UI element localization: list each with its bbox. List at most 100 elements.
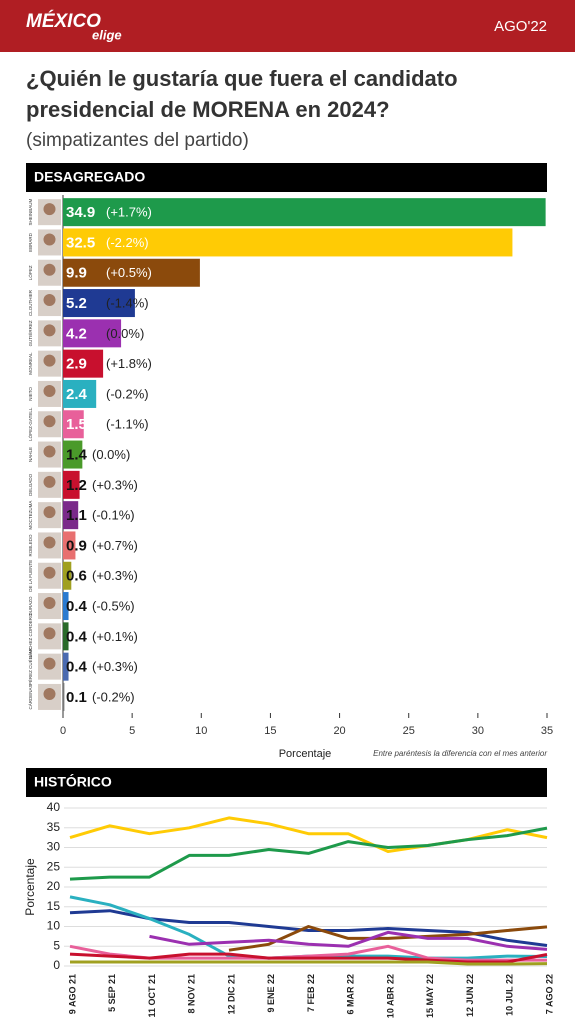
name-label: NIETO (28, 387, 33, 401)
bar (63, 501, 79, 530)
series-line (70, 960, 548, 966)
value-label: 2.9 (66, 356, 87, 373)
name-label: ROBLEDO (28, 534, 33, 557)
change-label: (-0.1%) (92, 508, 135, 523)
thumb (38, 320, 61, 347)
thumb (38, 441, 61, 468)
y-tick-label: 5 (53, 938, 60, 952)
x-tick-label: 10 (195, 725, 207, 737)
photo-face (43, 445, 56, 458)
value-label: 0.9 (66, 537, 87, 554)
bar (63, 410, 84, 439)
photo-face (43, 657, 56, 670)
x-tick-label: 15 (264, 725, 276, 737)
change-label: (-1.4%) (106, 295, 149, 310)
x-tick-label: 11 OCT 21 (147, 974, 157, 1018)
x-tick-label: 8 NOV 21 (187, 974, 197, 1014)
thumb (38, 593, 61, 620)
name-label: CÁRDENAS (27, 684, 33, 709)
bar (63, 682, 65, 711)
value-label: 4.2 (66, 325, 87, 342)
section-bar (26, 163, 547, 192)
bar (63, 561, 72, 590)
note: Entre paréntesis la diferencia con el me… (373, 749, 547, 758)
value-label: 1.2 (66, 477, 87, 494)
x-tick-label: 6 MAR 22 (346, 974, 356, 1015)
x-tick-label: 35 (541, 725, 553, 737)
name-label: DE LA FUENTE (28, 560, 33, 592)
title: ¿Quién le gustaría que fuera el candidat… (26, 66, 458, 122)
change-label: (-0.2%) (106, 386, 149, 401)
section-bar (26, 768, 547, 797)
thumb (38, 471, 61, 498)
series-line (69, 816, 548, 853)
change-label: (+0.3%) (92, 477, 138, 492)
thumb (38, 229, 61, 256)
x-tick-label: 12 JUN 22 (465, 974, 475, 1017)
value-label: 5.2 (66, 295, 87, 312)
y-tick-label: 30 (47, 840, 61, 854)
name-label: MOCTEZUMA (28, 501, 33, 530)
x-tick-label: 25 (403, 725, 415, 737)
thumb (38, 502, 61, 529)
series-line (228, 925, 548, 952)
change-label: (+0.3%) (92, 659, 138, 674)
change-label: (-0.5%) (92, 598, 135, 613)
x-tick-label: 7 FEB 22 (306, 974, 316, 1012)
name-label: SÁNCHEZ CORDERO (27, 613, 33, 659)
y-axis-label: Porcentaje (23, 858, 37, 916)
name-label: NAHLE (28, 447, 33, 462)
x-tick-label: 5 (129, 725, 135, 737)
bar (63, 622, 69, 651)
logo: MÉXICO (26, 10, 101, 32)
name-label: GUTIÉRREZ (27, 320, 33, 346)
logo-sub: elige (92, 27, 122, 42)
header-bar (0, 0, 575, 52)
section-title: DESAGREGADO (34, 169, 145, 185)
bar (63, 652, 69, 681)
photo-face (43, 384, 56, 397)
series-line (69, 826, 548, 881)
x-axis-label: Porcentaje (279, 748, 332, 760)
thumb (38, 380, 61, 407)
x-tick-label: 30 (472, 725, 484, 737)
value-label: 32.5 (66, 234, 95, 251)
photo-face (43, 354, 56, 367)
x-tick-label: 9 AGO 21 (67, 974, 77, 1014)
change-label: (+0.3%) (92, 568, 138, 583)
y-tick-label: 0 (53, 958, 60, 972)
thumb (38, 411, 61, 438)
bar (63, 228, 513, 257)
bar (63, 289, 135, 318)
thumb (38, 653, 61, 680)
bar (63, 379, 97, 408)
change-label: (+1.8%) (106, 356, 152, 371)
x-tick-label: 5 SEP 21 (107, 974, 117, 1012)
value-label: 9.9 (66, 265, 87, 282)
value-label: 1.5 (66, 416, 87, 433)
thumb (38, 532, 61, 559)
y-tick-label: 10 (47, 919, 61, 933)
value-label: 0.6 (66, 568, 87, 585)
thumb (38, 562, 61, 589)
section-title: HISTÓRICO (34, 773, 112, 790)
name-label: LÓPEZ-GATELL (27, 407, 33, 441)
bar (63, 531, 76, 560)
bar (63, 440, 83, 469)
x-tick-label: 0 (60, 725, 66, 737)
x-tick-label: 15 MAY 22 (425, 974, 435, 1018)
change-label: (-0.2%) (92, 689, 135, 704)
change-label: (+0.7%) (92, 538, 138, 553)
name-label: DELGADO (28, 473, 33, 496)
x-tick-label: 12 DIC 21 (226, 974, 236, 1015)
value-label: 0.4 (66, 628, 88, 645)
photo-face (43, 294, 56, 307)
photo-face (43, 506, 56, 519)
value-label: 34.9 (66, 204, 95, 221)
series-line (69, 952, 548, 964)
change-label: (+0.5%) (106, 265, 152, 280)
thumb (38, 259, 61, 286)
name-label: CLOUTHIER (28, 289, 33, 316)
value-label: 1.4 (66, 447, 88, 464)
date: AGO'22 (494, 18, 547, 35)
